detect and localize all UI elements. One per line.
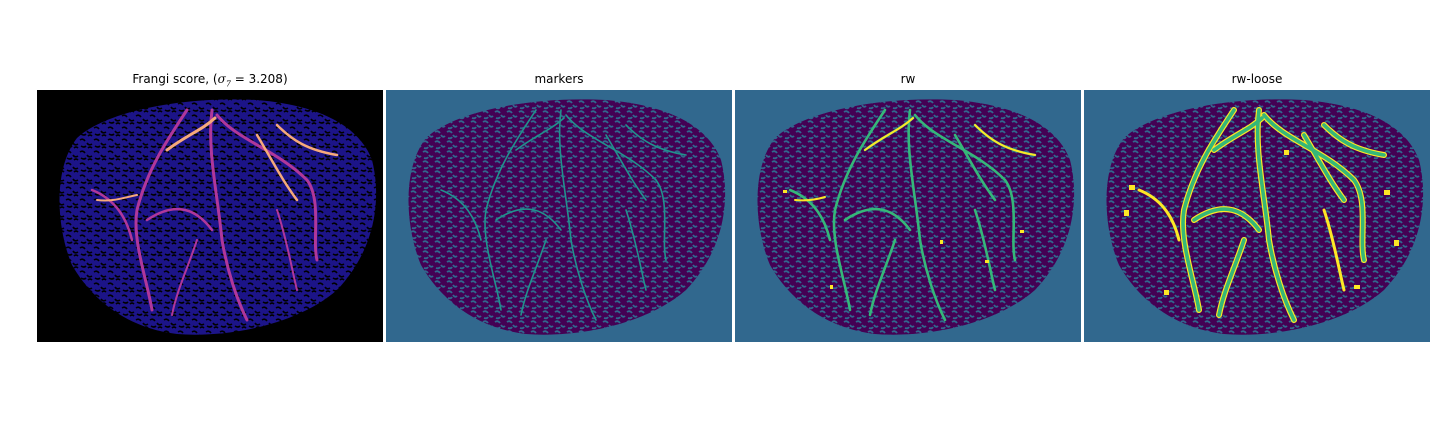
frangi-score-image: [37, 90, 383, 342]
rw-image: [735, 90, 1081, 342]
title-rw-loose: rw-loose: [1231, 72, 1283, 86]
rw-loose-image: [1084, 90, 1430, 342]
title-rw: rw: [900, 72, 916, 86]
title-frangi-score: Frangi score, (σ7 = 3.208): [132, 72, 288, 89]
title-markers: markers: [534, 72, 584, 86]
markers-image: [386, 90, 732, 342]
